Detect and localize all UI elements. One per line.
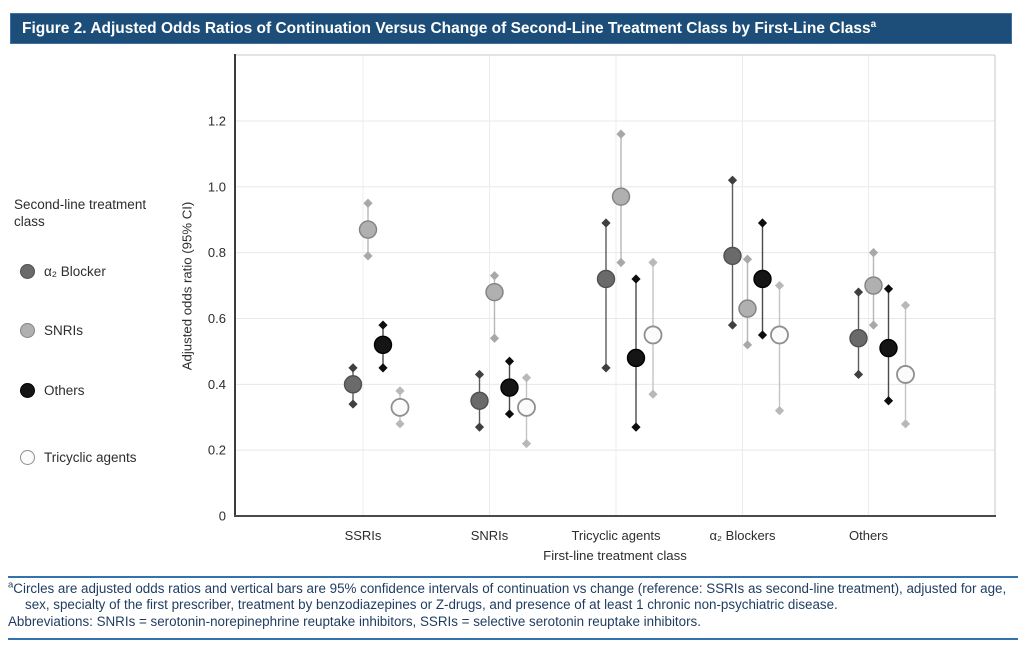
ci-cap-upper-snris: [868, 248, 879, 258]
x-tick-label: α₂ Blockers: [709, 528, 776, 543]
ci-cap-lower-a2-blocker: [727, 320, 738, 330]
footnote-rule-top: [8, 576, 1018, 578]
figure-title-superscript: a: [870, 18, 877, 30]
ci-cap-lower-tricyclic-agents: [521, 438, 532, 449]
odds-ratio-point-others: [626, 348, 646, 368]
footnote: aCircles are adjusted odds ratios and ve…: [8, 579, 1018, 630]
ci-cap-upper-a2-blocker: [601, 218, 611, 228]
legend-item-tricyclic-agents: Tricyclic agents: [20, 447, 137, 467]
ci-cap-upper-tricyclic-agents: [774, 280, 785, 291]
legend-label: Others: [44, 382, 85, 398]
odds-ratio-point-snris: [864, 276, 883, 295]
ci-cap-upper-others: [757, 218, 768, 228]
odds-ratio-point-a2-blocker: [849, 329, 868, 348]
ci-cap-upper-tricyclic-agents: [521, 373, 532, 383]
ci-cap-lower-tricyclic-agents: [395, 419, 405, 429]
footnote-body: aCircles are adjusted odds ratios and ve…: [8, 579, 1007, 613]
ci-cap-upper-others: [631, 274, 641, 284]
odds-ratio-point-a2-blocker: [596, 269, 616, 289]
ci-cap-lower-snris: [742, 340, 753, 350]
odds-ratio-point-others: [879, 338, 898, 358]
ci-cap-upper-others: [378, 320, 388, 330]
ci-cap-upper-snris: [363, 198, 373, 208]
odds-ratio-point-tricyclic-agents: [643, 325, 663, 345]
ci-cap-upper-others: [504, 356, 515, 366]
legend-marker-a2-blocker: [20, 263, 35, 279]
odds-ratio-point-snris: [611, 187, 631, 206]
footnote-abbreviations: Abbreviations: SNRIs = serotonin-norepin…: [8, 613, 701, 629]
ci-cap-upper-tricyclic-agents: [395, 386, 405, 396]
odds-ratio-point-tricyclic-agents: [517, 397, 536, 417]
ci-cap-lower-others: [504, 409, 515, 419]
figure-title: Figure 2. Adjusted Odds Ratios of Contin…: [22, 20, 871, 37]
ci-cap-upper-others: [883, 284, 894, 294]
ci-cap-upper-tricyclic-agents: [900, 300, 911, 310]
ci-cap-lower-a2-blocker: [601, 363, 611, 373]
ci-cap-lower-others: [378, 363, 388, 373]
odds-ratio-point-tricyclic-agents: [770, 325, 789, 345]
ci-cap-upper-a2-blocker: [348, 363, 358, 373]
figure-title-bar: Figure 2. Adjusted Odds Ratios of Contin…: [10, 13, 1012, 44]
y-tick-label: 0.8: [208, 245, 226, 260]
odds-ratio-point-snris: [358, 220, 378, 239]
ci-cap-lower-snris: [868, 320, 879, 330]
legend-marker-snris: [20, 322, 35, 338]
odds-ratio-point-a2-blocker: [343, 375, 363, 394]
ci-cap-lower-others: [883, 396, 894, 406]
ci-cap-upper-a2-blocker: [727, 175, 738, 185]
ci-cap-upper-a2-blocker: [474, 369, 485, 380]
y-tick-label: 0: [219, 509, 226, 524]
odds-ratio-point-others: [500, 378, 519, 397]
legend-item-others: Others: [20, 380, 85, 400]
ci-cap-lower-snris: [489, 333, 500, 343]
legend-label: SNRIs: [44, 322, 84, 338]
ci-cap-upper-snris: [742, 254, 753, 264]
ci-cap-upper-snris: [616, 129, 626, 139]
footnote-rule-bottom: [8, 638, 1018, 640]
ci-cap-upper-snris: [489, 271, 500, 281]
ci-cap-lower-tricyclic-agents: [648, 389, 658, 399]
odds-ratio-point-others: [373, 335, 393, 355]
y-tick-label: 0.4: [208, 377, 226, 392]
odds-ratio-point-others: [753, 269, 772, 289]
ci-cap-lower-a2-blocker: [474, 422, 485, 432]
ci-cap-lower-a2-blocker: [853, 369, 864, 380]
ci-cap-upper-tricyclic-agents: [648, 257, 658, 268]
odds-ratio-point-tricyclic-agents: [896, 365, 915, 384]
legend-marker-tricyclic-agents: [20, 449, 35, 465]
odds-ratio-point-snris: [738, 299, 757, 318]
legend-marker-others: [20, 382, 35, 398]
x-axis-title: First-line treatment class: [543, 548, 687, 563]
ci-cap-lower-tricyclic-agents: [774, 406, 785, 416]
y-tick-label: 0.6: [208, 311, 226, 326]
odds-ratio-point-a2-blocker: [723, 246, 742, 266]
x-tick-label: Others: [849, 528, 889, 543]
ci-cap-lower-snris: [363, 251, 373, 261]
ci-cap-lower-others: [631, 422, 641, 432]
ci-cap-lower-tricyclic-agents: [900, 419, 911, 429]
odds-ratio-point-tricyclic-agents: [390, 397, 410, 417]
legend-label: α₂ Blocker: [44, 263, 106, 279]
x-tick-label: SSRIs: [345, 528, 382, 543]
ci-cap-lower-others: [757, 330, 768, 340]
y-tick-label: 1.2: [208, 113, 226, 128]
footnote-superscript: a: [8, 579, 14, 591]
odds-ratio-point-a2-blocker: [470, 391, 489, 410]
legend-label: Tricyclic agents: [44, 449, 137, 465]
y-tick-label: 0.2: [208, 443, 226, 458]
ci-cap-upper-a2-blocker: [853, 287, 864, 297]
x-tick-label: SNRIs: [471, 528, 509, 543]
y-tick-label: 1.0: [208, 179, 226, 194]
odds-ratio-point-snris: [485, 282, 504, 302]
ci-cap-lower-snris: [616, 257, 626, 268]
legend-header: Second-line treatment class: [14, 197, 147, 229]
x-tick-label: Tricyclic agents: [571, 528, 661, 543]
legend-item-a2-blocker: α₂ Blocker: [20, 261, 106, 281]
legend-item-snris: SNRIs: [20, 320, 83, 340]
ci-cap-lower-a2-blocker: [348, 399, 358, 409]
